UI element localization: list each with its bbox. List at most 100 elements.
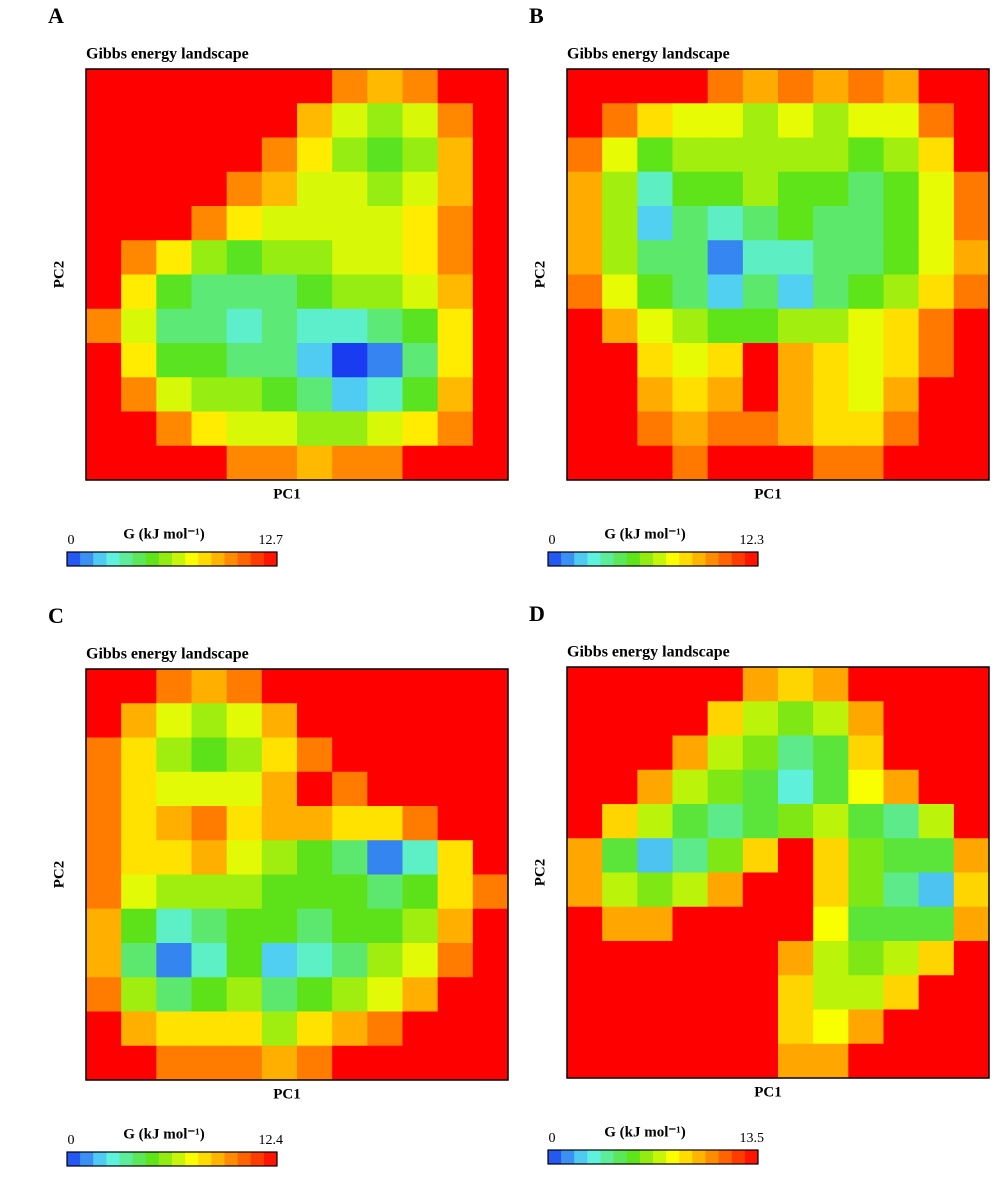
colorbar-step: [613, 552, 628, 566]
heatmap-cell: [226, 206, 263, 241]
heatmap-cell: [672, 906, 709, 942]
heatmap-cell: [742, 906, 779, 942]
heatmap-cell: [918, 377, 955, 412]
heatmap-cell: [437, 69, 474, 104]
heatmap-cell: [672, 377, 709, 412]
heatmap-cell: [567, 872, 603, 908]
heatmap-cell: [86, 445, 122, 481]
colorbar-step: [692, 552, 706, 566]
heatmap-cell: [567, 906, 603, 942]
heatmap-cell: [778, 769, 814, 805]
heatmap-cell: [86, 308, 122, 344]
heatmap-cell: [402, 771, 439, 807]
heatmap-cell: [367, 874, 403, 910]
heatmap-cell: [261, 669, 298, 704]
y-axis-label: PC2: [532, 859, 548, 887]
heatmap-cell: [567, 975, 603, 1010]
colorbar-step: [263, 1152, 278, 1166]
heatmap-cell: [637, 975, 673, 1010]
heatmap-cell: [156, 840, 192, 875]
heatmap-cell: [918, 667, 955, 702]
heatmap-cell: [637, 1009, 673, 1045]
heatmap-cell: [226, 806, 263, 841]
heatmap-cell: [813, 343, 849, 378]
colorbar-step: [132, 1152, 147, 1166]
heatmap-cell: [848, 69, 884, 104]
heatmap-cell: [953, 838, 990, 873]
heatmap-cell: [156, 137, 192, 173]
heatmap-cell: [778, 240, 814, 275]
heatmap-cell: [602, 701, 638, 736]
heatmap-cell: [848, 103, 884, 138]
heatmap-cell: [156, 308, 192, 344]
colorbar-tick-label: 0: [549, 1131, 556, 1146]
heatmap-cell: [778, 804, 814, 839]
heatmap-cell: [332, 240, 368, 275]
heatmap-cell: [86, 771, 122, 807]
heatmap-cell: [848, 343, 884, 378]
heatmap-cell: [121, 1011, 157, 1047]
heatmap-cell: [567, 343, 603, 378]
heatmap-cell: [637, 69, 673, 104]
heatmap-cell: [86, 103, 122, 138]
heatmap-cell: [567, 769, 603, 805]
heatmap-cell: [953, 906, 990, 942]
heatmap-cell: [332, 771, 368, 807]
panel: B Gibbs energy landscape PC1 PC2 G (kJ mol⁻¹…: [529, 3, 990, 567]
heatmap-cell: [883, 240, 920, 275]
heatmap-cell: [86, 840, 122, 875]
heatmap-cell: [261, 806, 298, 841]
heatmap-cell: [672, 838, 709, 873]
heatmap-cell: [156, 445, 192, 481]
heatmap-cell: [742, 206, 779, 241]
heatmap-cell: [778, 411, 814, 447]
heatmap-cell: [953, 343, 990, 378]
colorbar-frame: [66, 551, 278, 567]
heatmap-cell: [226, 771, 263, 807]
heatmap-cell: [297, 669, 333, 704]
colorbar-step: [106, 1152, 120, 1166]
x-axis-label: PC1: [754, 486, 782, 502]
heatmap-cell: [437, 240, 474, 275]
heatmap-cell: [707, 377, 744, 412]
heatmap-cell: [332, 411, 368, 447]
colorbar-step: [692, 1150, 706, 1164]
heatmap-cell: [707, 906, 744, 942]
heatmap-cell: [742, 69, 779, 104]
heatmap-cell: [848, 1043, 884, 1079]
heatmap-cell: [813, 906, 849, 942]
colorbar-step: [718, 552, 733, 566]
heatmap-cell: [437, 274, 474, 310]
heatmap-cell: [848, 667, 884, 702]
colorbar-step: [237, 552, 252, 566]
heatmap-cell: [707, 804, 744, 839]
heatmap-cell: [953, 872, 990, 908]
heatmap-cell: [672, 171, 709, 207]
heatmap-cell: [672, 240, 709, 275]
heatmap-cell: [567, 667, 603, 702]
heatmap-cell: [472, 411, 509, 447]
heatmap-cell: [567, 941, 603, 976]
heatmap-cell: [402, 103, 439, 138]
colorbar-step: [119, 1152, 134, 1166]
heatmap-cell: [226, 840, 263, 875]
heatmap-cell: [226, 411, 263, 447]
heatmap-cell: [848, 308, 884, 344]
heatmap-cell: [121, 943, 157, 978]
heatmap-cell: [778, 445, 814, 481]
plot-frame: [566, 666, 990, 1079]
heatmap-cell: [672, 872, 709, 908]
heatmap-cell: [156, 377, 192, 412]
heatmap-cell: [437, 377, 474, 412]
heatmap-cell: [707, 941, 744, 976]
heatmap-cell: [637, 804, 673, 839]
heatmap-cell: [297, 943, 333, 978]
heatmap-cell: [918, 103, 955, 138]
heatmap-cell: [602, 667, 638, 702]
heatmap-cell: [297, 908, 333, 944]
heatmap-cell: [226, 274, 263, 310]
heatmap-cell: [637, 735, 673, 771]
heatmap-cell: [778, 872, 814, 908]
heatmap-cell: [813, 941, 849, 976]
